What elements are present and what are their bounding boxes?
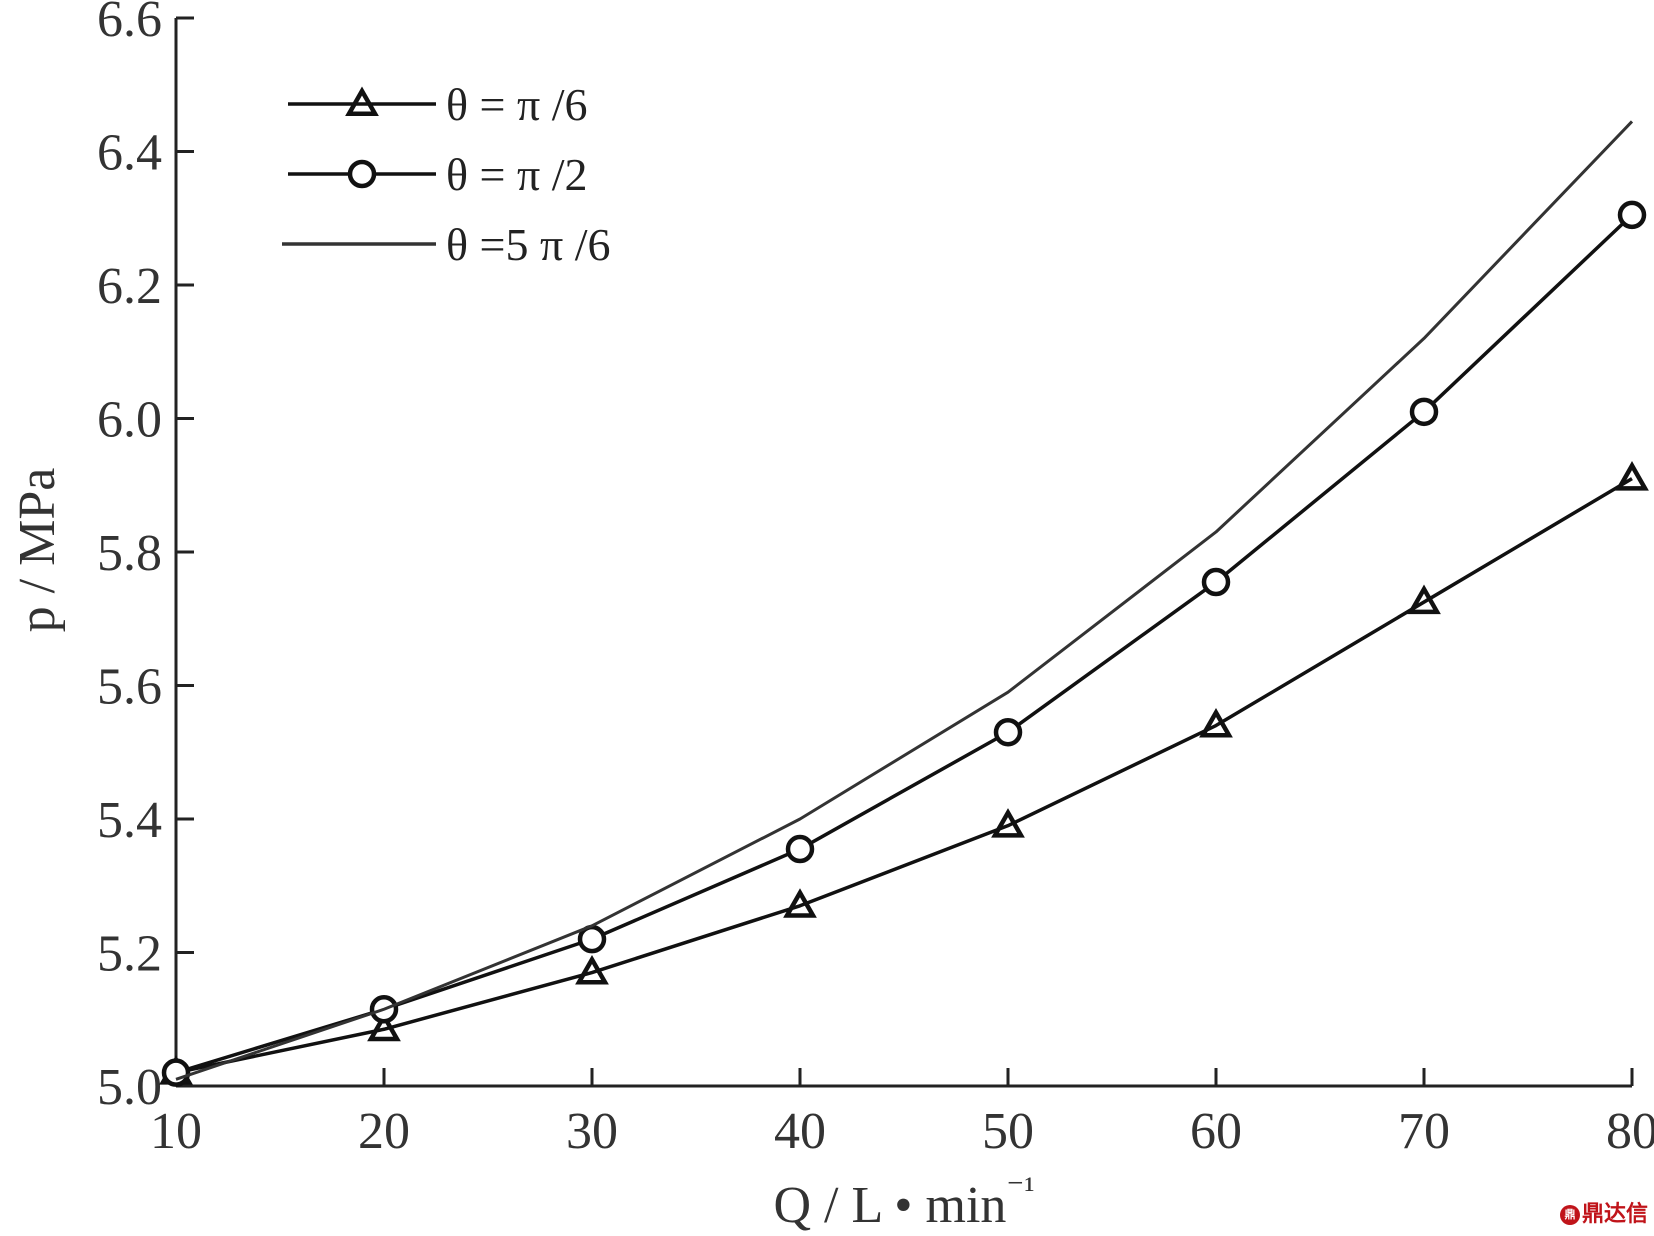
y-tick-label: 6.6	[97, 0, 162, 48]
legend-marker	[347, 159, 377, 189]
series-2	[161, 200, 1647, 1087]
series-2-line	[175, 213, 1634, 1075]
axes	[174, 18, 1632, 1088]
series-2-point	[161, 1058, 191, 1087]
y-tick-label: 5.8	[97, 525, 162, 582]
x-tick-label: 40	[774, 1103, 826, 1160]
watermark-text: 鼎达信	[1581, 1202, 1648, 1227]
series-group	[159, 120, 1649, 1087]
y-axis-label: p / MPa	[9, 468, 66, 633]
y-tick-label: 5.2	[97, 926, 162, 983]
watermark: 鼎鼎达信	[1559, 1196, 1648, 1228]
series-2-point	[1617, 200, 1647, 230]
x-tick-label: 60	[1190, 1103, 1242, 1160]
y-ticks: 5.0 5.2 5.4 5.6 5.8 6.0 6.2 6.4 6.6	[97, 0, 194, 1116]
x-tick-label: 80	[1606, 1103, 1654, 1160]
series-1-point	[575, 954, 609, 985]
series-2-point	[993, 717, 1023, 747]
series-2-point	[1201, 567, 1231, 597]
legend-label: θ = π /2	[446, 149, 587, 200]
x-tick-label: 20	[358, 1103, 410, 1160]
series-1-point	[991, 808, 1025, 838]
legend: θ = π /6 θ = π /2 θ =5 π /6	[282, 79, 610, 270]
x-axis-label: Q / L • min⁻¹	[773, 1171, 1034, 1234]
series-1-point	[367, 1011, 401, 1042]
series-3	[175, 120, 1634, 1081]
x-tick-label: 70	[1398, 1103, 1450, 1160]
legend-label: θ =5 π /6	[446, 219, 610, 270]
legend-marker	[345, 86, 379, 116]
series-2-point	[1409, 397, 1439, 427]
y-tick-label: 5.0	[97, 1059, 162, 1116]
x-tick-label: 10	[150, 1103, 202, 1160]
y-tick-label: 5.6	[97, 659, 162, 716]
series-1-point	[1615, 461, 1649, 491]
x-tick-label: 50	[982, 1103, 1034, 1160]
series-1	[159, 461, 1649, 1085]
series-1-point	[1199, 708, 1233, 738]
y-tick-label: 6.0	[97, 392, 162, 449]
x-ticks: 10 20 30 40 50 60 70 80	[150, 1068, 1654, 1160]
y-tick-label: 5.4	[97, 792, 162, 849]
legend-label: θ = π /6	[446, 79, 587, 130]
x-tick-label: 30	[566, 1103, 618, 1160]
y-tick-label: 6.4	[97, 125, 162, 182]
series-1-point	[1407, 584, 1441, 615]
watermark-logo-icon: 鼎	[1559, 1205, 1580, 1225]
series-3-line	[175, 120, 1634, 1081]
series-1-point	[783, 888, 817, 918]
series-1-line	[175, 477, 1633, 1075]
series-2-point	[785, 834, 815, 864]
y-tick-label: 6.2	[97, 258, 162, 315]
